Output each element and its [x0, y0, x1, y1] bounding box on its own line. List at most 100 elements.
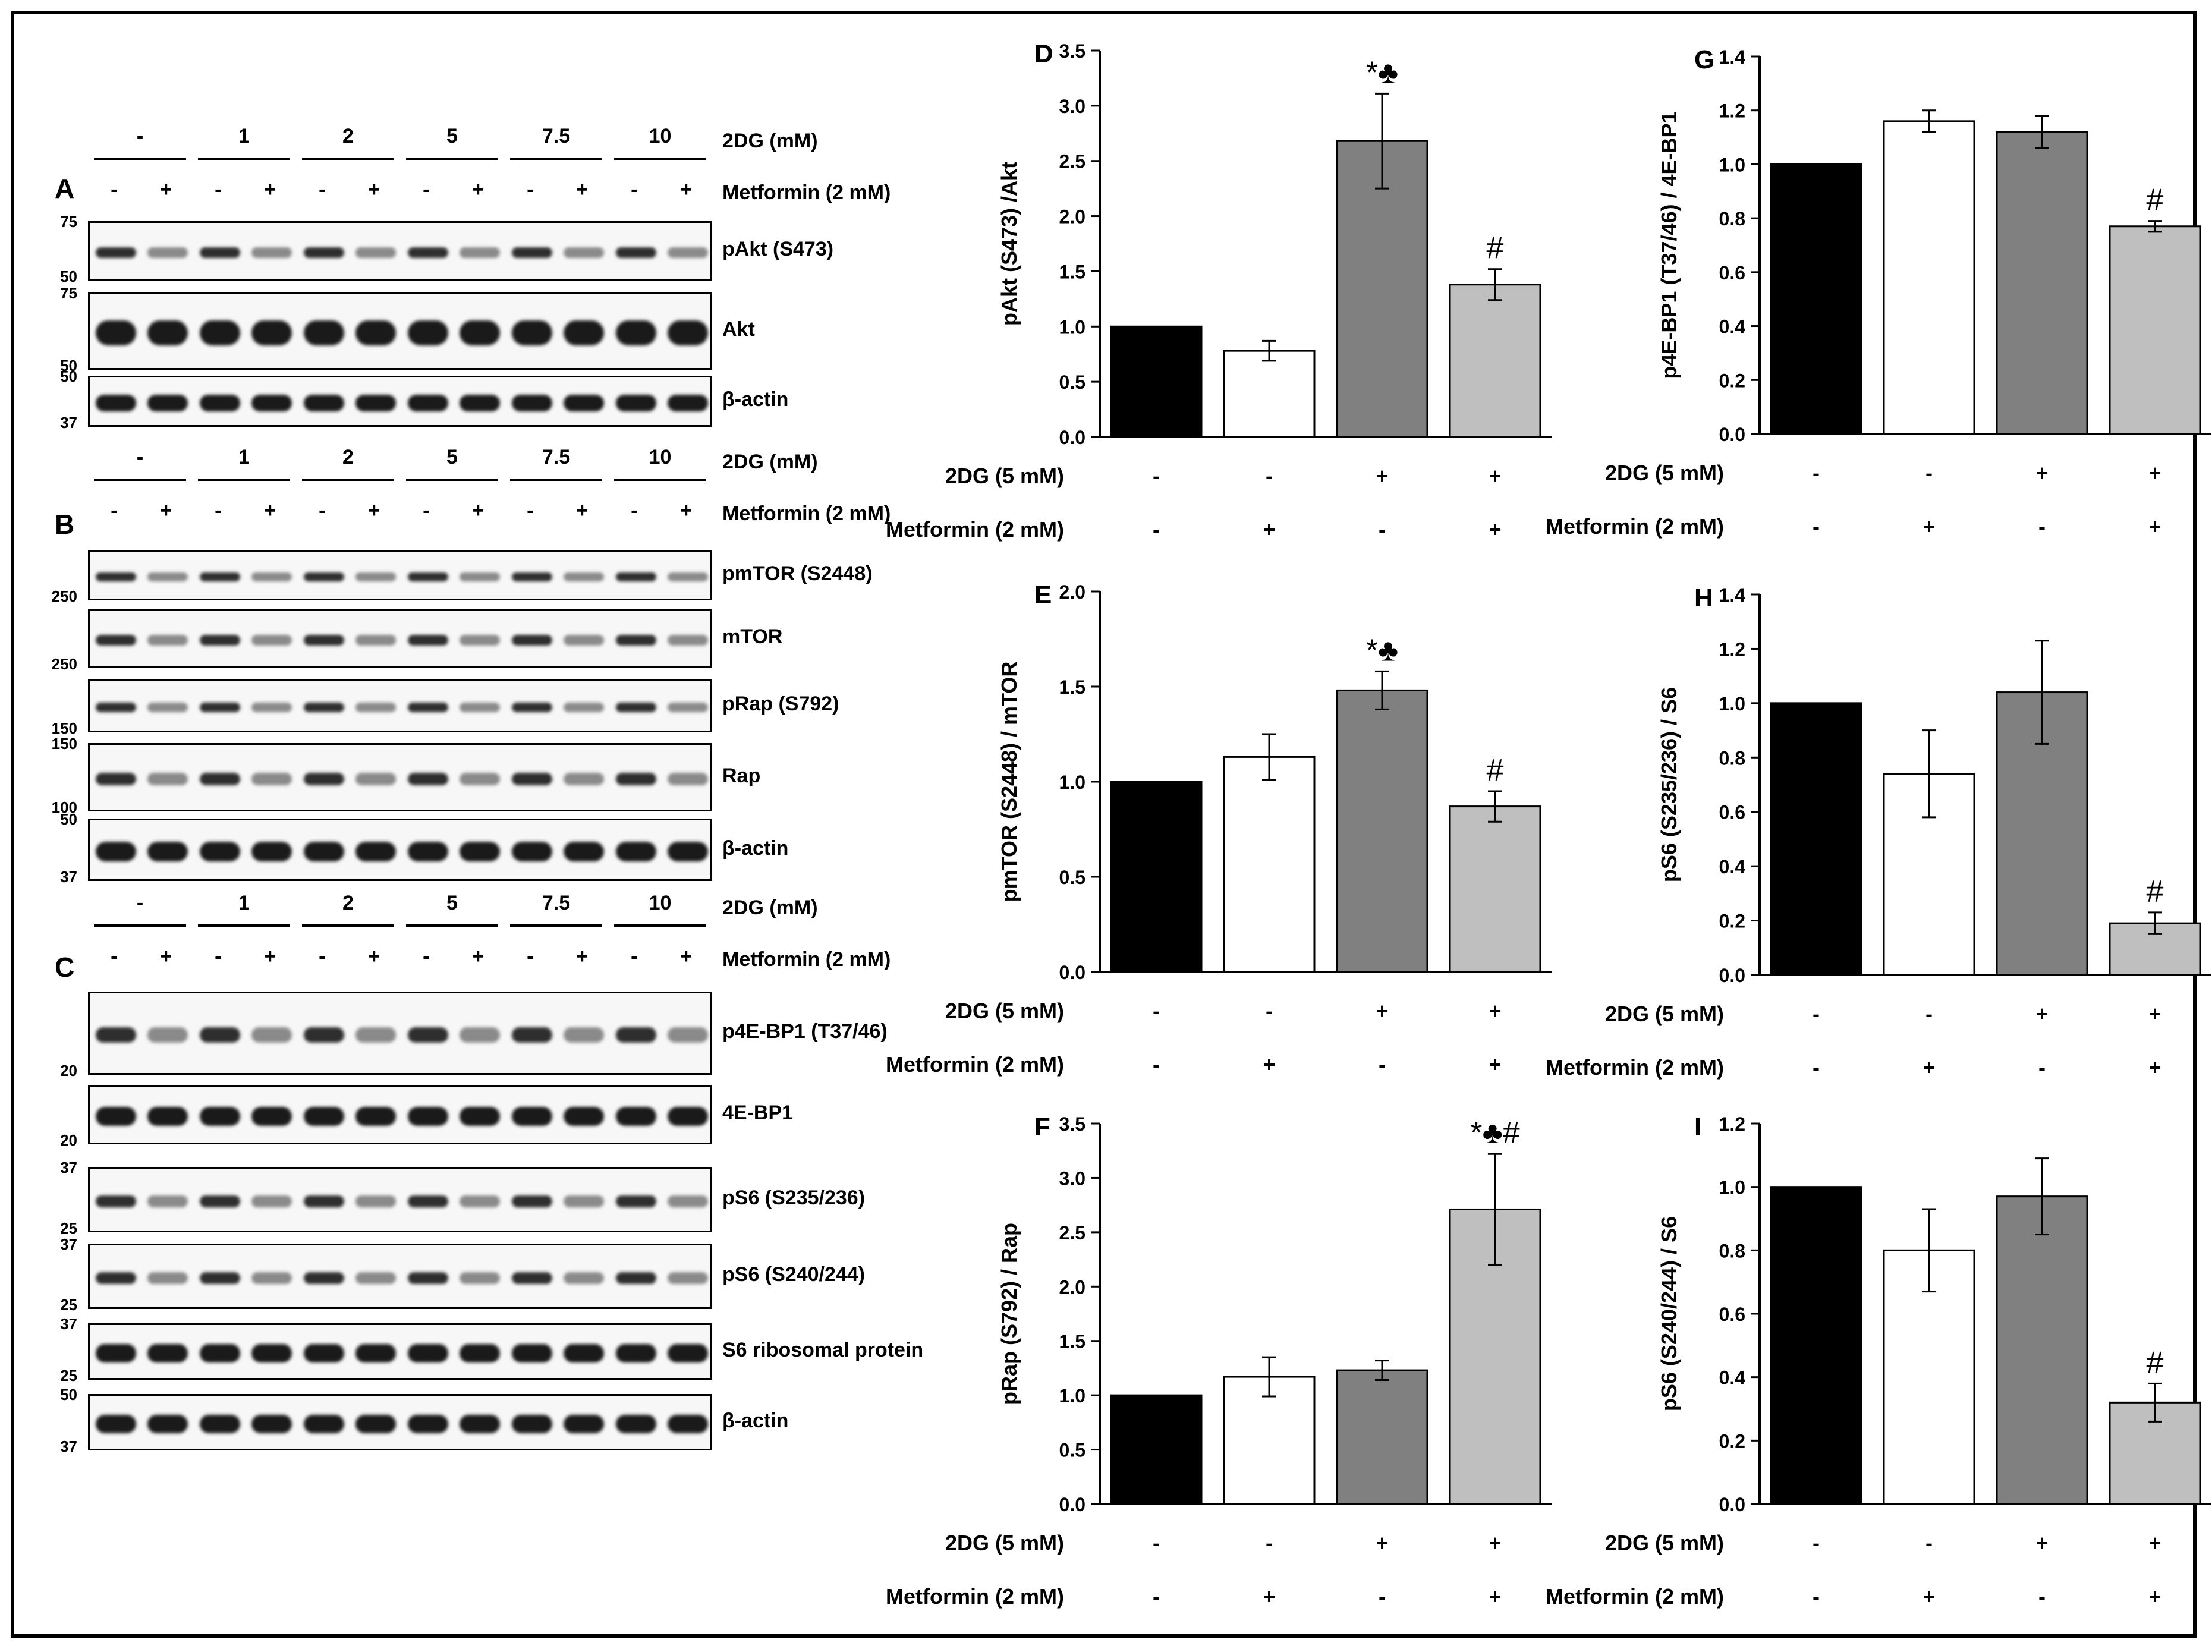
mw-marker: 20	[60, 1131, 77, 1149]
protein-band	[355, 395, 397, 411]
protein-band	[564, 635, 605, 646]
dg-condition-label: 2DG (5 mM)	[945, 1531, 1064, 1555]
protein-band	[407, 320, 448, 345]
metformin-sign: +	[576, 178, 589, 201]
dg-condition-sign: -	[1266, 464, 1273, 488]
metformin-condition-label: Metformin (2 mM)	[1546, 514, 1724, 539]
metformin-condition-sign: +	[2148, 514, 2161, 539]
protein-band	[460, 1272, 501, 1284]
protein-band	[199, 773, 240, 785]
protein-band	[615, 702, 656, 713]
protein-band	[511, 702, 552, 713]
protein-band	[147, 702, 188, 713]
blot-box	[88, 1085, 712, 1144]
protein-band	[95, 320, 136, 345]
panel-letter: C	[55, 952, 75, 983]
bar	[1336, 689, 1428, 973]
y-tick-label: 2.0	[1059, 581, 1085, 603]
protein-band	[355, 702, 397, 713]
blot-box	[88, 679, 712, 732]
y-tick-label: 3.5	[1059, 40, 1085, 62]
metformin-sign: -	[111, 499, 118, 522]
protein-band	[251, 635, 292, 646]
y-tick-label: 2.5	[1059, 1222, 1085, 1244]
mw-marker: 150	[51, 719, 77, 737]
protein-band	[511, 841, 552, 862]
bar	[1770, 702, 1862, 976]
bar	[1449, 284, 1541, 438]
protein-band	[460, 572, 501, 582]
protein-band	[615, 635, 656, 646]
blot-protein-label: pRap (S792)	[722, 693, 839, 715]
protein-band	[199, 320, 240, 345]
dose-label: 5	[446, 125, 458, 147]
dg-condition-sign: +	[1376, 1531, 1388, 1555]
dose-label: 1	[238, 446, 250, 468]
bar	[2109, 225, 2201, 435]
metformin-condition-sign: +	[2148, 1584, 2161, 1609]
dose-group-line	[302, 924, 394, 927]
mw-marker: 37	[60, 1235, 77, 1253]
metformin-condition-sign: -	[1379, 1584, 1386, 1609]
protein-band	[407, 395, 448, 411]
protein-band	[460, 320, 501, 345]
mw-marker: 25	[60, 1296, 77, 1314]
dose-label: 7.5	[542, 125, 571, 147]
metformin-sign: +	[160, 178, 172, 201]
protein-band	[615, 247, 656, 258]
protein-band	[95, 1415, 136, 1433]
dose-group-line	[94, 479, 186, 481]
dose-label: 10	[649, 125, 672, 147]
dose-group-line	[94, 158, 186, 160]
blot-protein-label: Akt	[722, 318, 755, 341]
mw-marker: 75	[60, 213, 77, 231]
blot-protein-label: β-actin	[722, 388, 789, 411]
protein-band	[95, 1027, 136, 1043]
metformin-condition-sign: -	[1379, 1052, 1386, 1077]
protein-band	[199, 1195, 240, 1207]
protein-band	[511, 320, 552, 345]
protein-band	[407, 1195, 448, 1207]
protein-band	[355, 247, 397, 258]
protein-band	[199, 1344, 240, 1362]
dg-condition-sign: -	[1813, 1531, 1820, 1555]
y-axis-label: pRap (S792) / Rap	[997, 1223, 1021, 1405]
dose-label: 10	[649, 446, 672, 468]
dose-axis-label: 2DG (mM)	[722, 896, 818, 919]
protein-band	[251, 702, 292, 713]
y-tick-label: 3.5	[1059, 1113, 1085, 1135]
protein-band	[199, 247, 240, 258]
blot-protein-label: pS6 (S240/244)	[722, 1263, 866, 1286]
protein-band	[251, 572, 292, 582]
dg-condition-sign: +	[2035, 461, 2048, 485]
y-axis-label: p4E-BP1 (T37/46) / 4E-BP1	[1657, 111, 1681, 379]
mw-marker: 25	[60, 1219, 77, 1237]
blot-box	[88, 550, 712, 600]
protein-band	[199, 1107, 240, 1126]
protein-band	[303, 572, 344, 582]
dose-group-line	[406, 924, 498, 927]
protein-band	[303, 1415, 344, 1433]
blot-box	[88, 992, 712, 1075]
dose-group-line	[614, 924, 706, 927]
protein-band	[303, 395, 344, 411]
protein-band	[355, 841, 397, 862]
y-tick-label: 1.0	[1719, 154, 1745, 175]
protein-band	[511, 572, 552, 582]
metformin-sign: -	[423, 499, 430, 522]
y-tick-label: 0.2	[1719, 1430, 1745, 1452]
metformin-condition-sign: -	[2038, 1055, 2046, 1080]
dg-condition-sign: -	[1813, 461, 1820, 485]
panel-letter: A	[55, 173, 75, 204]
protein-band	[511, 1195, 552, 1207]
blot-box	[88, 743, 712, 811]
dose-label: 2	[342, 446, 354, 468]
dose-label: 5	[446, 892, 458, 914]
bar	[1996, 1195, 2088, 1505]
y-tick-label: 0.0	[1719, 1494, 1745, 1515]
mw-marker: 37	[60, 1437, 77, 1455]
metformin-sign: +	[264, 945, 276, 968]
protein-band	[251, 1027, 292, 1043]
dose-group-line	[198, 479, 290, 481]
metformin-condition-sign: -	[1813, 514, 1820, 539]
